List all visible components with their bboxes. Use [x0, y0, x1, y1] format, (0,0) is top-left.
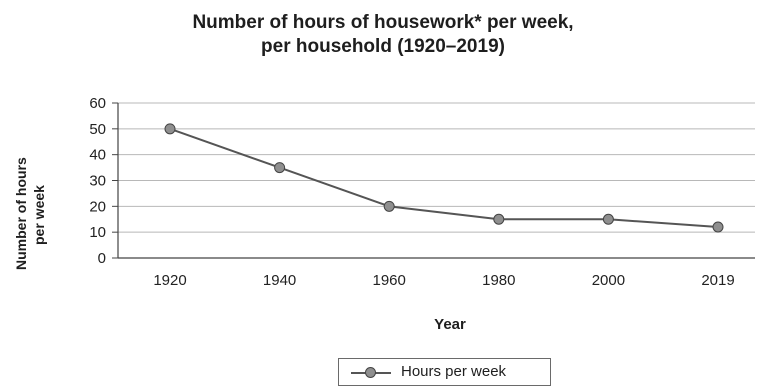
x-tick-label-2000: 2000: [592, 272, 625, 289]
data-point-1940: [274, 162, 286, 174]
y-tick-label-20: 20: [89, 198, 106, 215]
y-tick-label-10: 10: [89, 224, 106, 241]
x-tick-label-2019: 2019: [701, 272, 734, 289]
x-tick-label-1980: 1980: [482, 272, 515, 289]
data-point-1960: [383, 200, 395, 212]
y-tick-label-40: 40: [89, 147, 106, 164]
legend: Hours per week: [338, 358, 551, 386]
x-tick-label-1960: 1960: [373, 272, 406, 289]
data-point-1920: [164, 123, 176, 135]
data-point-2019: [712, 221, 724, 233]
x-axis-label: Year: [434, 316, 466, 333]
y-tick-label-0: 0: [98, 250, 106, 267]
legend-marker-swatch: [365, 367, 376, 378]
legend-label: Hours per week: [401, 363, 507, 380]
y-tick-label-50: 50: [89, 121, 106, 138]
x-tick-label-1920: 1920: [153, 272, 186, 289]
chart-title-line-2: per household (1920–2019): [261, 36, 505, 57]
chart-title-line-1: Number of hours of housework* per week,: [192, 12, 574, 33]
y-tick-label-30: 30: [89, 173, 106, 190]
series-line-0: [169, 127, 719, 228]
x-tick-label-1940: 1940: [263, 272, 296, 289]
data-point-1980: [493, 213, 505, 225]
y-tick-label-60: 60: [89, 95, 106, 112]
data-point-2000: [602, 213, 614, 225]
